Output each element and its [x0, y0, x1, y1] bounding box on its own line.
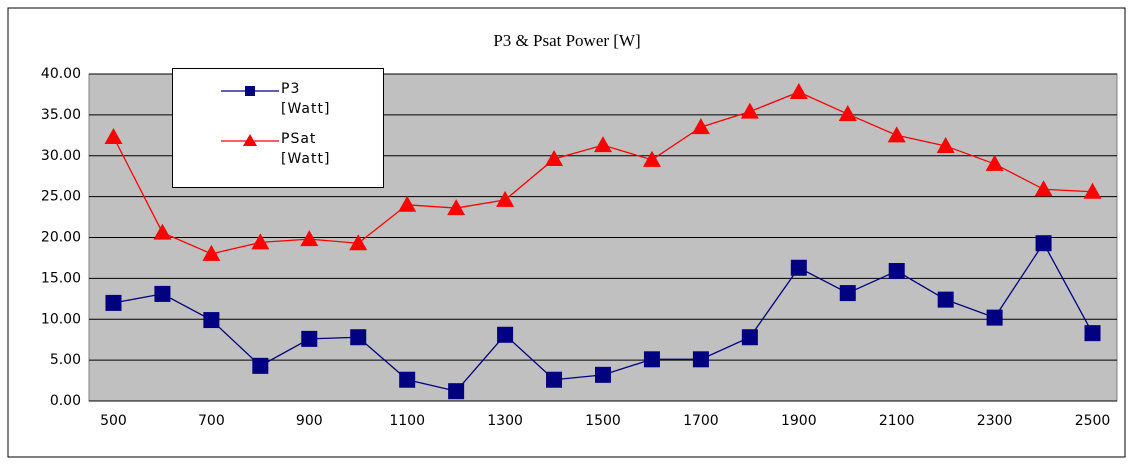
data-point	[154, 285, 171, 302]
x-tick-label: 2500	[1075, 413, 1111, 429]
data-point	[741, 329, 758, 346]
legend-swatch	[221, 134, 279, 146]
y-tick-label: 35.00	[41, 107, 81, 123]
y-tick-label: 30.00	[41, 148, 81, 164]
data-point	[1084, 325, 1101, 342]
data-point	[691, 118, 710, 135]
data-point	[497, 326, 514, 343]
data-point	[1034, 180, 1053, 197]
data-point	[985, 154, 1004, 171]
data-point	[936, 136, 955, 153]
x-tick-label: 1300	[487, 413, 523, 429]
x-tick-label: 1100	[389, 413, 425, 429]
legend-marker	[243, 134, 257, 146]
data-point	[398, 195, 417, 212]
data-point	[350, 329, 367, 346]
data-point	[300, 230, 319, 247]
legend-marker	[245, 86, 255, 96]
x-tick-label: 2100	[879, 413, 915, 429]
x-tick-label: 500	[100, 413, 127, 429]
legend-item: PSat [Watt]	[173, 129, 383, 179]
y-tick-label: 40.00	[41, 66, 81, 82]
x-tick-label: 1700	[683, 413, 719, 429]
data-point	[838, 105, 857, 122]
data-point	[887, 126, 906, 143]
data-point	[594, 136, 612, 153]
data-point	[1083, 182, 1102, 199]
x-tick-label: 900	[296, 413, 323, 429]
x-tick-label: 1900	[781, 413, 817, 429]
data-point	[202, 244, 221, 261]
data-point	[399, 371, 416, 388]
x-tick-label: 700	[198, 413, 225, 429]
data-point	[839, 285, 856, 302]
data-point	[1035, 235, 1052, 252]
data-point	[643, 351, 660, 368]
x-tick-label: 2300	[977, 413, 1013, 429]
data-point	[251, 233, 270, 250]
data-point	[301, 330, 318, 347]
data-point	[642, 150, 661, 167]
data-point	[448, 383, 465, 400]
data-point	[105, 294, 122, 311]
data-point	[545, 150, 564, 167]
data-point	[740, 102, 759, 119]
y-tick-label: 0.00	[50, 393, 81, 409]
legend-label: PSat [Watt]	[281, 131, 331, 167]
data-point	[252, 357, 269, 374]
data-point	[203, 312, 220, 329]
legend-label: P3 [Watt]	[281, 81, 331, 117]
y-tick-label: 25.00	[41, 189, 81, 205]
data-point	[692, 351, 709, 368]
data-point	[447, 199, 466, 216]
y-tick-label: 15.00	[41, 270, 81, 286]
y-tick-label: 10.00	[41, 311, 81, 327]
data-point	[789, 82, 808, 99]
data-point	[104, 127, 123, 144]
data-point	[496, 190, 515, 207]
data-point	[986, 309, 1003, 326]
legend: P3 [Watt] PSat [Watt]	[172, 68, 384, 188]
data-point	[888, 263, 905, 280]
data-point	[546, 371, 563, 388]
x-tick-label: 1500	[585, 413, 621, 429]
data-point	[153, 223, 172, 240]
y-tick-label: 20.00	[41, 230, 81, 246]
data-point	[349, 234, 368, 251]
legend-swatch	[221, 86, 279, 96]
legend-item: P3 [Watt]	[173, 79, 383, 129]
data-point	[937, 291, 954, 308]
y-tick-label: 5.00	[50, 352, 81, 368]
data-point	[595, 366, 611, 383]
chart-title: P3 & Psat Power [W]	[493, 31, 640, 50]
data-point	[790, 259, 807, 276]
